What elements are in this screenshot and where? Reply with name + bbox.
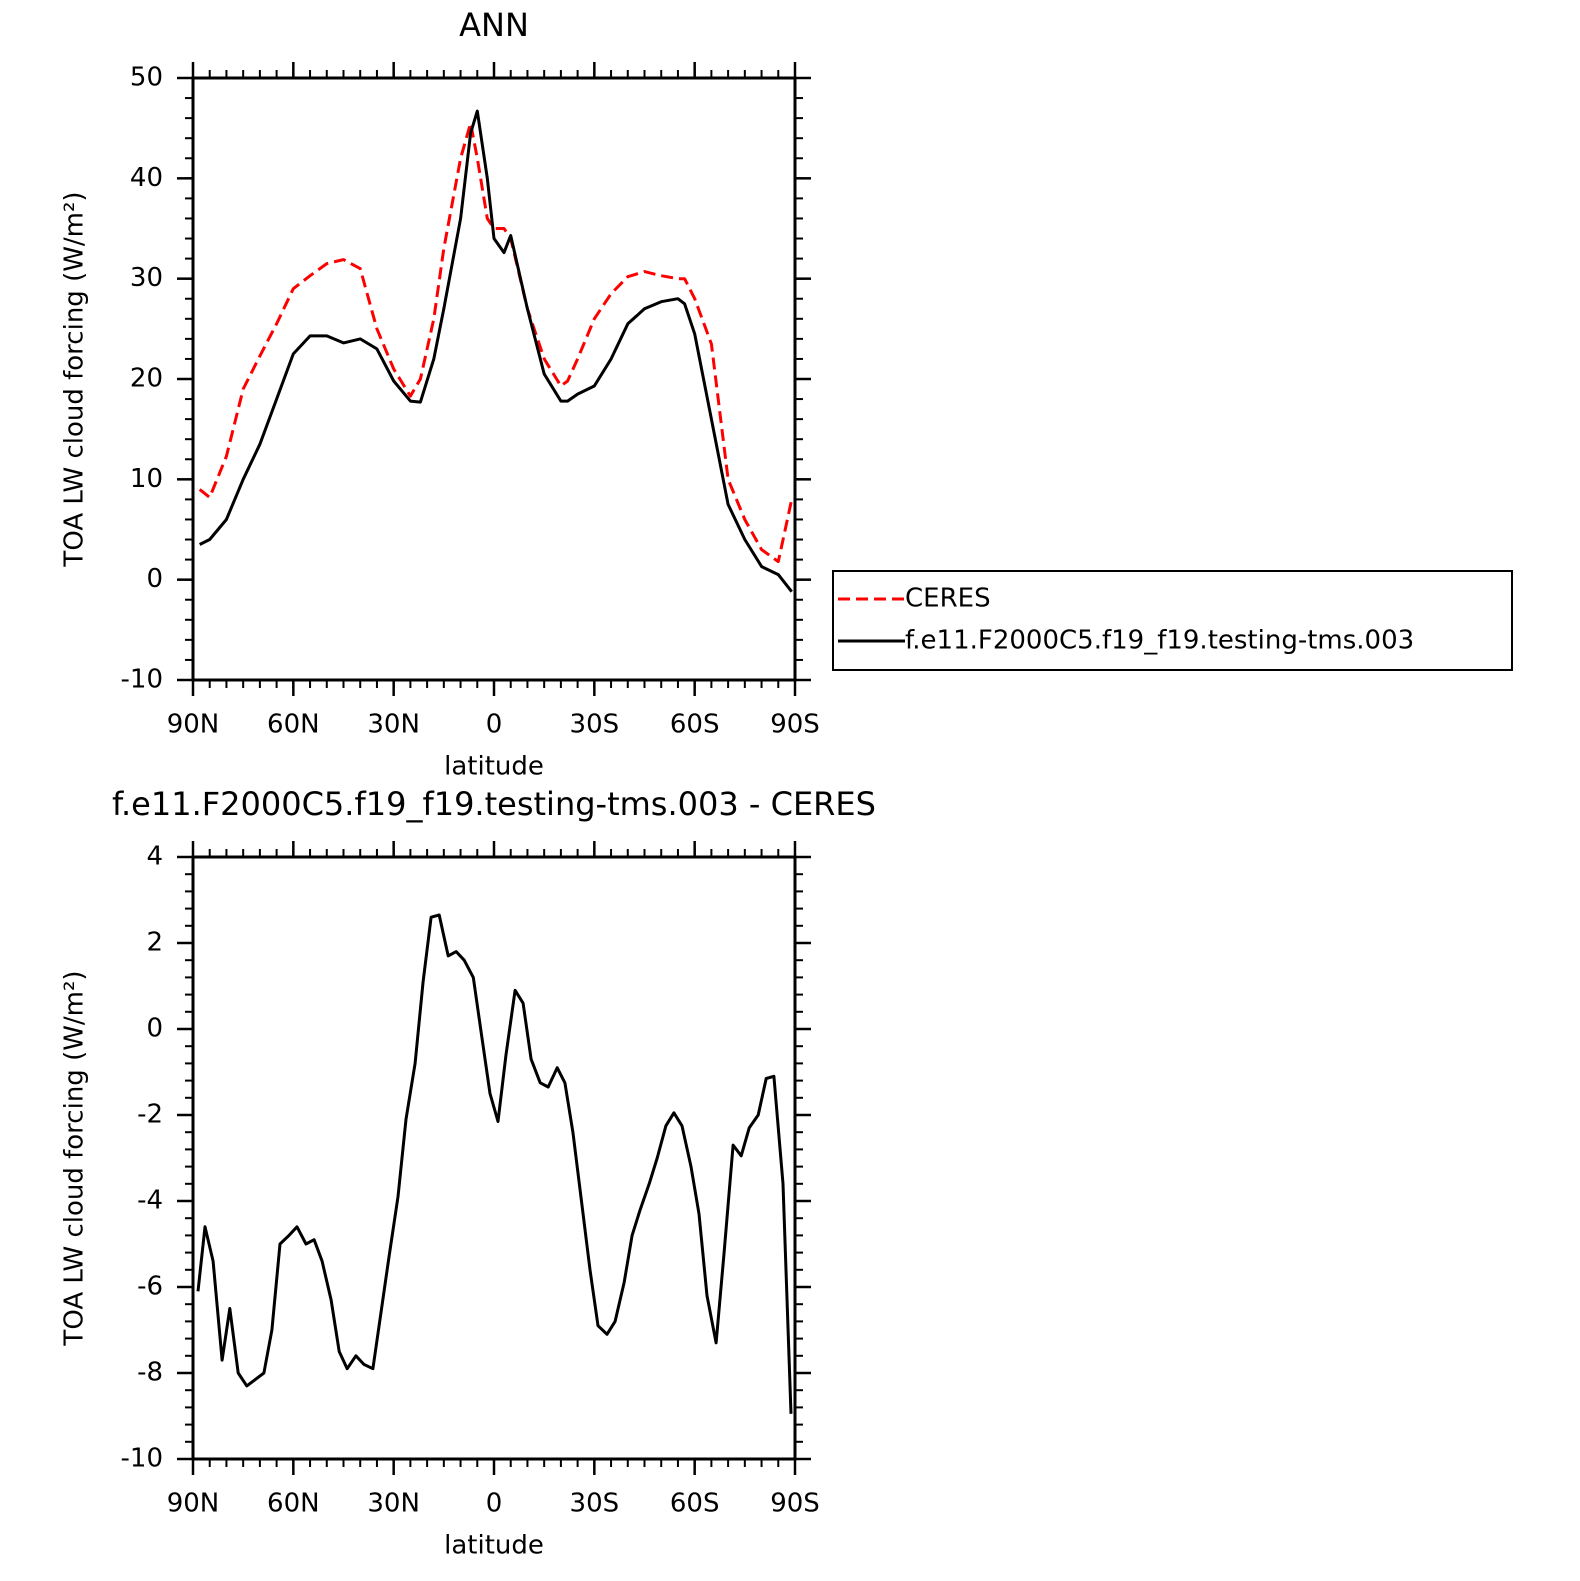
chart-title: f.e11.F2000C5.f19_f19.testing-tms.003 - … [112, 785, 876, 823]
legend-label: f.e11.F2000C5.f19_f19.testing-tms.003 [905, 626, 1414, 656]
y-axis-label: TOA LW cloud forcing (W/m²) [60, 191, 90, 567]
y-tick-label: -10 [121, 1444, 163, 1474]
y-tick-label: -10 [121, 665, 163, 695]
chart-title: ANN [459, 6, 529, 44]
y-tick-label: -4 [137, 1186, 163, 1216]
data-line [198, 121, 794, 564]
x-tick-label: 60S [670, 1489, 720, 1519]
legend-label: CERES [905, 584, 991, 614]
y-tick-label: 10 [130, 464, 163, 494]
plot-frame [191, 76, 797, 682]
y-tick-label: -8 [137, 1358, 163, 1388]
legend-box [832, 570, 1513, 671]
y-tick-label: -2 [137, 1100, 163, 1130]
x-tick-label: 30N [367, 710, 420, 740]
x-axis-label: latitude [444, 752, 544, 782]
x-axis-label: latitude [444, 1531, 544, 1561]
x-tick-label: 30N [367, 1489, 420, 1519]
x-tick-label: 60S [670, 710, 720, 740]
x-tick-label: 0 [486, 1489, 503, 1519]
data-line [196, 913, 793, 1414]
y-tick-label: 0 [146, 1014, 163, 1044]
plot-frame [191, 855, 797, 1461]
x-tick-label: 30S [570, 710, 620, 740]
x-tick-label: 60N [267, 710, 320, 740]
x-tick-label: 90N [167, 710, 220, 740]
y-tick-label: 4 [146, 842, 163, 872]
x-tick-label: 60N [267, 1489, 320, 1519]
y-tick-label: 2 [146, 928, 163, 958]
data-line [199, 109, 793, 593]
x-tick-label: 90N [167, 1489, 220, 1519]
y-tick-label: -6 [137, 1272, 163, 1302]
y-tick-label: 30 [130, 263, 163, 293]
y-tick-label: 50 [130, 63, 163, 93]
x-tick-label: 30S [570, 1489, 620, 1519]
y-tick-label: 40 [130, 163, 163, 193]
y-tick-label: 0 [146, 564, 163, 594]
y-tick-label: 20 [130, 364, 163, 394]
x-tick-label: 90S [770, 710, 820, 740]
x-tick-label: 0 [486, 710, 503, 740]
y-axis-label: TOA LW cloud forcing (W/m²) [60, 970, 90, 1346]
x-tick-label: 90S [770, 1489, 820, 1519]
